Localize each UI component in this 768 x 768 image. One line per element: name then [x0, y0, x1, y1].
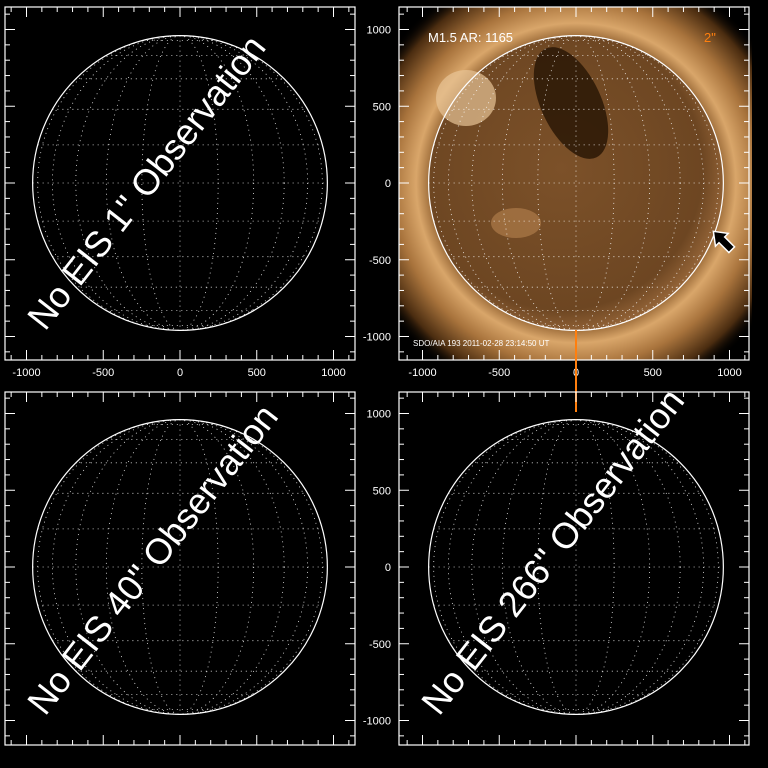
ticks	[5, 392, 355, 745]
flare-annotation: M1.5 AR: 1165	[428, 30, 513, 45]
longitude-line	[447, 419, 705, 715]
ticks	[5, 7, 355, 360]
y-tick-label: -1000	[363, 716, 391, 728]
longitude-line	[37, 35, 323, 331]
x-tick-label: -500	[488, 367, 510, 379]
coronal-hole	[533, 47, 609, 159]
x-tick-label: 500	[248, 367, 266, 379]
longitude-line	[471, 419, 681, 715]
x-tick-label: -1000	[408, 367, 436, 379]
longitude-line	[433, 35, 719, 331]
bright-region	[491, 208, 541, 238]
y-tick-label: 0	[385, 562, 391, 574]
arrow-shape	[712, 230, 736, 254]
y-tick-label: 1000	[367, 25, 391, 37]
ticks	[399, 392, 749, 745]
x-tick-label: 500	[644, 367, 662, 379]
x-tick-label: 1000	[321, 367, 345, 379]
y-tick-label: 0	[385, 178, 391, 190]
longitude-line	[447, 35, 705, 331]
solar-limb	[428, 419, 724, 715]
longitude-line	[51, 419, 309, 715]
longitude-line	[37, 419, 323, 715]
longitude-line	[75, 35, 285, 331]
instrument-footer: SDO/AIA 193 2011-02-28 23:14:50 UT	[413, 339, 549, 348]
longitude-line	[433, 419, 719, 715]
y-tick-label: 500	[373, 485, 391, 497]
x-tick-label: 0	[177, 367, 183, 379]
active-region	[436, 70, 496, 126]
ticks	[399, 7, 749, 360]
x-tick-label: -1000	[12, 367, 40, 379]
no-observation-label: No EIS 1" Observation	[19, 27, 274, 337]
solar-limb	[32, 419, 328, 715]
arrow-icon	[712, 230, 736, 254]
y-tick-label: -500	[369, 255, 391, 267]
longitude-line	[471, 35, 681, 331]
y-tick-label: -500	[369, 639, 391, 651]
slit-annotation: 2"	[704, 30, 716, 45]
no-observation-label: No EIS 40" Observation	[19, 396, 286, 721]
plot-frame	[398, 391, 750, 746]
y-tick-label: 1000	[367, 409, 391, 421]
panel-bottom-right: 1000 500 0 -500 -1000 No EIS 266" Observation	[363, 381, 750, 746]
y-tick-label: 500	[373, 101, 391, 113]
solar-limb	[32, 35, 328, 331]
x-tick-label: 1000	[717, 367, 741, 379]
sun-image	[399, 7, 752, 360]
longitude-line	[75, 419, 285, 715]
solar-disk	[428, 35, 724, 331]
x-tick-label: -500	[92, 367, 114, 379]
longitude-line	[51, 35, 309, 331]
y-tick-label: -1000	[363, 332, 391, 344]
no-observation-label: No EIS 266" Observation	[413, 381, 692, 722]
